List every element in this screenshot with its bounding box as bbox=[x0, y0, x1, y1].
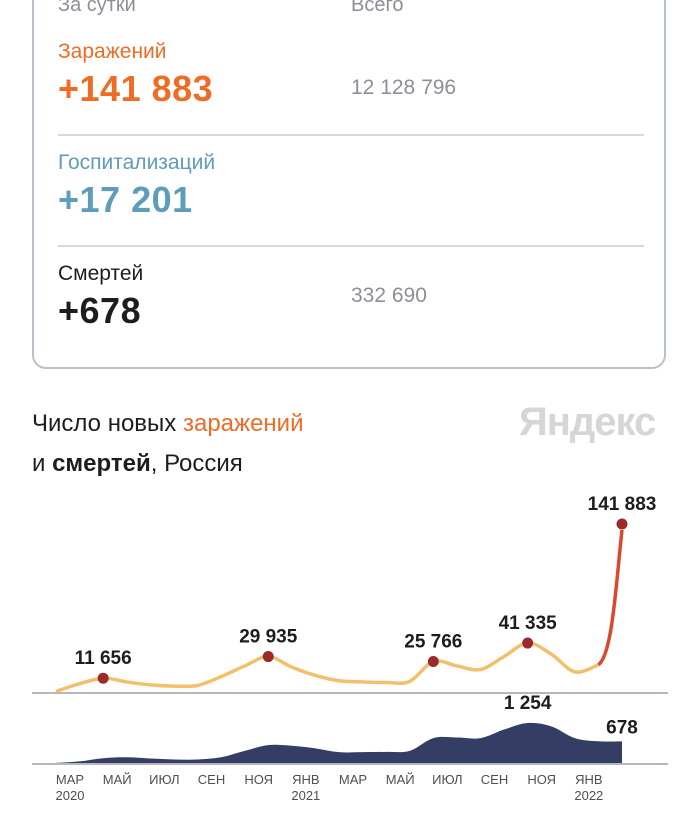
deaths-label: Смертей bbox=[58, 262, 144, 285]
summary-card: За сутки Всего Заражений +141 883 12 128… bbox=[32, 0, 666, 369]
x-tick-label: НОЯ bbox=[527, 772, 556, 787]
deaths-row: Смертей +678 332 690 bbox=[58, 262, 644, 332]
infections-peak-marker bbox=[616, 518, 628, 530]
x-tick-year: 2022 bbox=[574, 788, 603, 803]
deaths-data-label: 1 254 bbox=[504, 693, 552, 714]
x-tick-label: ЯНВ bbox=[575, 772, 602, 787]
infections-peak-marker bbox=[522, 637, 534, 649]
infections-spike-line bbox=[597, 529, 624, 667]
infections-daily-value: +141 883 bbox=[58, 68, 214, 109]
x-tick-label: МАР bbox=[56, 772, 84, 787]
infections-peak-marker bbox=[97, 672, 109, 684]
x-tick-label: МАЙ bbox=[103, 772, 132, 787]
x-tick-label: НОЯ bbox=[244, 772, 273, 787]
total-column-header: Всего bbox=[351, 0, 404, 16]
yandex-logo: Яндекс bbox=[519, 400, 656, 444]
hospitalizations-daily-value: +17 201 bbox=[58, 179, 193, 220]
deaths-data-label: 678 bbox=[606, 717, 638, 738]
chart-title-part: Число новых bbox=[32, 410, 183, 437]
infections-label: Заражений bbox=[58, 40, 167, 63]
infections-data-label: 11 656 bbox=[75, 648, 132, 669]
divider bbox=[58, 245, 644, 247]
infections-peak-marker bbox=[262, 651, 274, 663]
daily-column-header: За сутки bbox=[58, 0, 136, 16]
divider bbox=[58, 134, 644, 136]
x-tick-label: СЕН bbox=[198, 772, 225, 787]
x-tick-year: 2021 bbox=[291, 788, 320, 803]
infections-line bbox=[55, 641, 600, 694]
x-tick-label: СЕН bbox=[481, 772, 508, 787]
infections-peak-marker bbox=[427, 655, 439, 667]
x-tick-label: ИЮЛ bbox=[432, 772, 462, 787]
chart-title-deaths: смертей bbox=[52, 450, 151, 477]
chart-title-infections: заражений bbox=[182, 410, 304, 437]
x-tick-label: ЯНВ bbox=[292, 772, 319, 787]
x-tick-label: МАЙ bbox=[386, 772, 415, 787]
chart-title-part: , Россия bbox=[150, 450, 243, 477]
infections-data-label: 25 766 bbox=[404, 631, 462, 652]
deaths-total-value: 332 690 bbox=[351, 284, 427, 307]
x-tick-label: МАР bbox=[339, 772, 367, 787]
infections-data-label: 41 335 bbox=[499, 613, 558, 634]
deaths-area bbox=[56, 722, 622, 763]
infections-total-value: 12 128 796 bbox=[351, 76, 457, 99]
x-tick-year: 2020 bbox=[56, 788, 85, 803]
infections-data-label: 29 935 bbox=[239, 627, 298, 648]
infections-row: Заражений +141 883 12 128 796 bbox=[58, 40, 644, 110]
hospitalizations-label: Госпитализаций bbox=[58, 151, 216, 174]
chart-title: Число новых заражений и смертей, Россия bbox=[32, 404, 303, 484]
hospitalizations-row: Госпитализаций +17 201 bbox=[58, 151, 644, 221]
chart-title-part: и bbox=[32, 450, 53, 477]
deaths-daily-value: +678 bbox=[58, 290, 142, 331]
x-tick-label: ИЮЛ bbox=[149, 772, 179, 787]
infections-data-label: 141 883 bbox=[588, 494, 657, 515]
